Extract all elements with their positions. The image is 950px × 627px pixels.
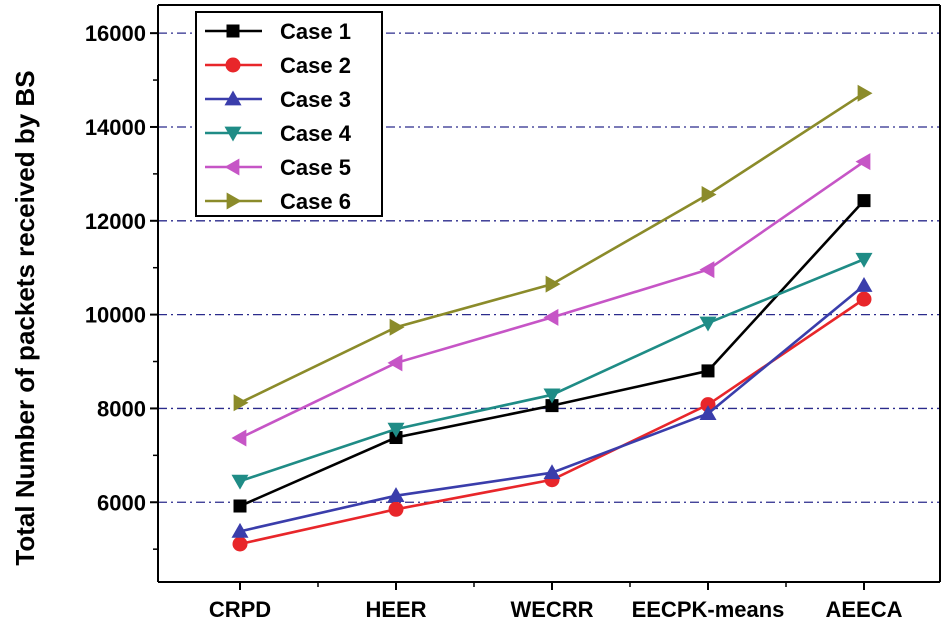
data-point xyxy=(857,84,873,102)
series-line xyxy=(239,298,865,546)
x-tick-label: EECPK-means xyxy=(632,597,785,622)
data-point xyxy=(231,429,247,447)
legend-box xyxy=(195,11,383,217)
data-point xyxy=(233,499,247,513)
x-tick-label: CRPD xyxy=(209,597,271,622)
data-point xyxy=(231,474,249,490)
y-axis-ticks: 6000 8000 10000 12000 14000 16000 xyxy=(85,21,158,550)
x-tick-label: WECRR xyxy=(510,597,593,622)
series-3 xyxy=(231,277,873,538)
y-tick-label: 14000 xyxy=(85,115,146,140)
data-point xyxy=(232,536,248,552)
axes xyxy=(157,4,941,583)
series-6 xyxy=(233,84,873,412)
series-line xyxy=(239,199,865,508)
x-tick-label: HEER xyxy=(365,597,426,622)
data-point xyxy=(543,308,559,326)
series-5 xyxy=(231,153,871,447)
data-point xyxy=(387,422,405,438)
data-point xyxy=(545,399,559,413)
y-tick-label: 6000 xyxy=(97,490,146,515)
legend-marker xyxy=(224,126,242,142)
x-axis-ticks: CRPD HEER WECRR EECPK-means AEECA xyxy=(209,582,903,622)
data-point xyxy=(388,501,404,517)
data-point xyxy=(856,291,872,307)
data-point xyxy=(701,186,717,204)
data-point xyxy=(699,405,717,420)
legend-label: Case 2 xyxy=(280,53,351,78)
data-point xyxy=(855,277,873,292)
legend-marker xyxy=(226,24,240,38)
data-point xyxy=(699,261,715,279)
series-line xyxy=(239,258,865,483)
legend-label: Case 5 xyxy=(280,155,351,180)
legend-marker xyxy=(225,57,241,73)
data-point xyxy=(699,316,717,332)
legend-label: Case 6 xyxy=(280,189,351,214)
series-1 xyxy=(233,194,871,513)
data-point xyxy=(700,397,716,413)
data-point xyxy=(855,252,873,268)
data-point xyxy=(389,318,405,336)
series-2 xyxy=(232,291,872,552)
data-point xyxy=(857,194,871,208)
data-point xyxy=(233,394,249,412)
x-tick-label: AEECA xyxy=(825,597,902,622)
data-point xyxy=(543,464,561,480)
data-point xyxy=(855,153,871,171)
legend-label: Case 1 xyxy=(280,19,351,44)
y-tick-label: 12000 xyxy=(85,209,146,234)
legend-label: Case 4 xyxy=(280,121,352,146)
y-axis-title: Total Number of packets received by BS xyxy=(10,70,40,565)
legend-label: Case 3 xyxy=(280,87,351,112)
data-point xyxy=(387,487,405,503)
data-point xyxy=(701,364,715,378)
data-point xyxy=(545,275,561,293)
legend-marker xyxy=(224,158,240,176)
legend-marker xyxy=(226,192,242,210)
legend-marker xyxy=(224,90,242,106)
series-layer xyxy=(231,84,873,552)
series-4 xyxy=(231,252,873,490)
data-point xyxy=(387,354,403,372)
y-tick-label: 8000 xyxy=(97,396,146,421)
data-point xyxy=(231,522,249,538)
legend: Case 1 Case 2 Case 3 Case 4 Case 5 Case 6 xyxy=(195,11,383,217)
y-tick-label: 10000 xyxy=(85,303,146,328)
y-tick-label: 16000 xyxy=(85,21,146,46)
data-point xyxy=(543,388,561,404)
